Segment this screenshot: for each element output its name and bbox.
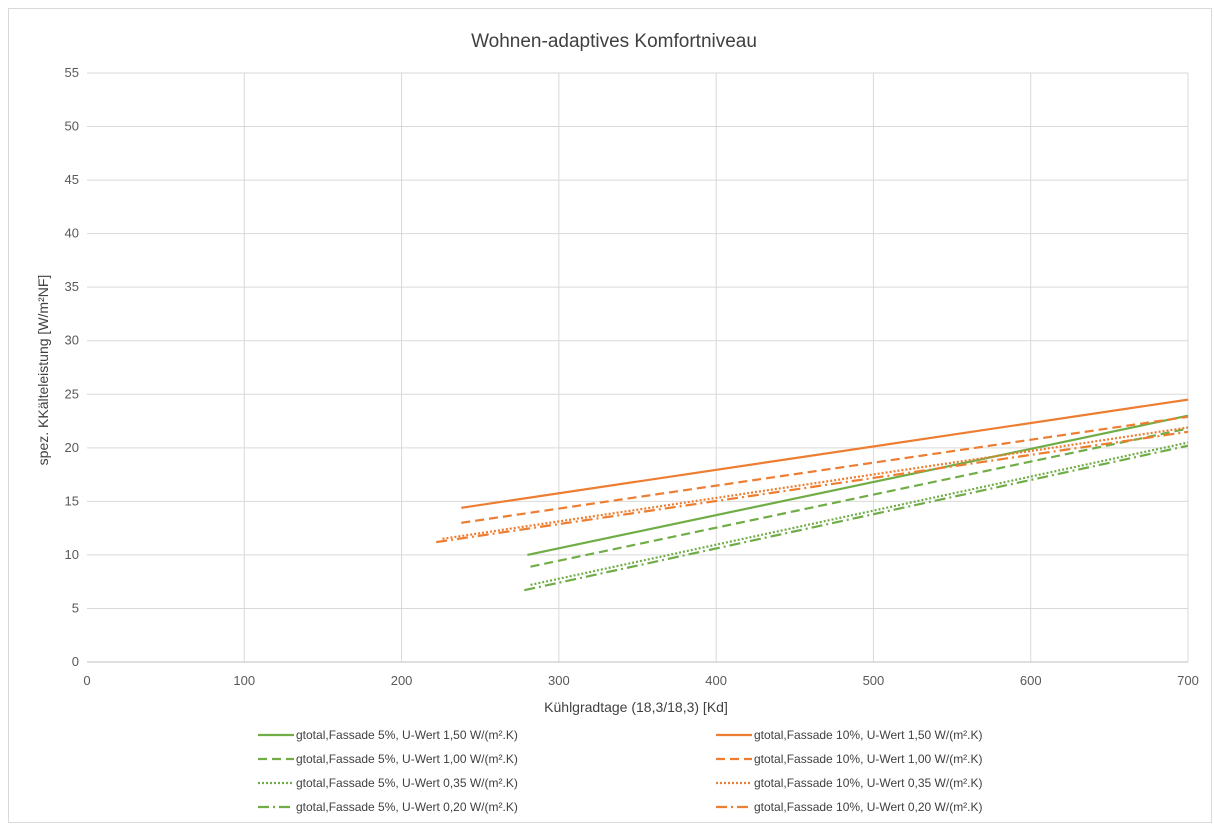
series-lines (436, 398, 1189, 592)
legend: gtotal,Fassade 5%, U-Wert 1,50 W/(m².K) g… (258, 728, 983, 814)
legend-entry-label: gtotal,Fassade 5%, U-Wert 1,50 W/(m².K) (296, 728, 518, 742)
y-tick-label: 15 (65, 493, 79, 508)
legend-entry-label: gtotal,Fassade 10%, U-Wert 0,20 W/(m².K) (754, 800, 983, 814)
y-tick-label: 25 (65, 386, 79, 401)
y-tick-labels: 0 5 10 15 20 25 30 35 40 45 50 55 (65, 65, 79, 669)
legend-entry-label: gtotal,Fassade 5%, U-Wert 0,35 W/(m².K) (296, 776, 518, 790)
x-tick-label: 100 (233, 673, 255, 688)
legend-entry-label: gtotal,Fassade 5%, U-Wert 0,20 W/(m².K) (296, 800, 518, 814)
y-tick-label: 35 (65, 279, 79, 294)
series-line (436, 430, 1189, 544)
legend-entry-label: gtotal,Fassade 10%, U-Wert 1,50 W/(m².K) (754, 728, 983, 742)
x-tick-label: 200 (391, 673, 413, 688)
y-tick-label: 55 (65, 65, 79, 80)
x-tick-label: 500 (863, 673, 885, 688)
y-axis-label: spez. KKälteleistung [W/m²NF] (35, 275, 51, 466)
series-line (442, 426, 1189, 540)
chart-frame (8, 8, 1212, 823)
y-tick-label: 45 (65, 172, 79, 187)
series-line (530, 441, 1189, 586)
y-tick-label: 10 (65, 547, 79, 562)
y-tick-label: 40 (65, 226, 79, 241)
x-tick-labels: 0 100 200 300 400 500 600 700 (83, 673, 1198, 688)
series-line (461, 398, 1189, 509)
series-line (461, 415, 1189, 524)
x-axis-label: Kühlgradtage (18,3/18,3) [Kd] (544, 699, 728, 715)
y-tick-label: 5 (72, 600, 79, 615)
y-tick-label: 30 (65, 333, 79, 348)
series-line (527, 414, 1189, 556)
x-tick-label: 600 (1020, 673, 1042, 688)
x-tick-label: 0 (83, 673, 90, 688)
chart-title: Wohnen-adaptives Komfortniveau (471, 31, 757, 52)
x-tick-label: 700 (1177, 673, 1199, 688)
legend-entry-label: gtotal,Fassade 10%, U-Wert 0,35 W/(m².K) (754, 776, 983, 790)
gridlines (87, 72, 1189, 662)
x-tick-label: 400 (705, 673, 727, 688)
legend-entry-label: gtotal,Fassade 5%, U-Wert 1,00 W/(m².K) (296, 752, 518, 766)
y-tick-label: 0 (72, 654, 79, 669)
series-line (524, 444, 1189, 592)
legend-entry-label: gtotal,Fassade 10%, U-Wert 1,00 W/(m².K) (754, 752, 983, 766)
x-tick-label: 300 (548, 673, 570, 688)
y-tick-label: 50 (65, 119, 79, 134)
y-tick-label: 20 (65, 440, 79, 455)
